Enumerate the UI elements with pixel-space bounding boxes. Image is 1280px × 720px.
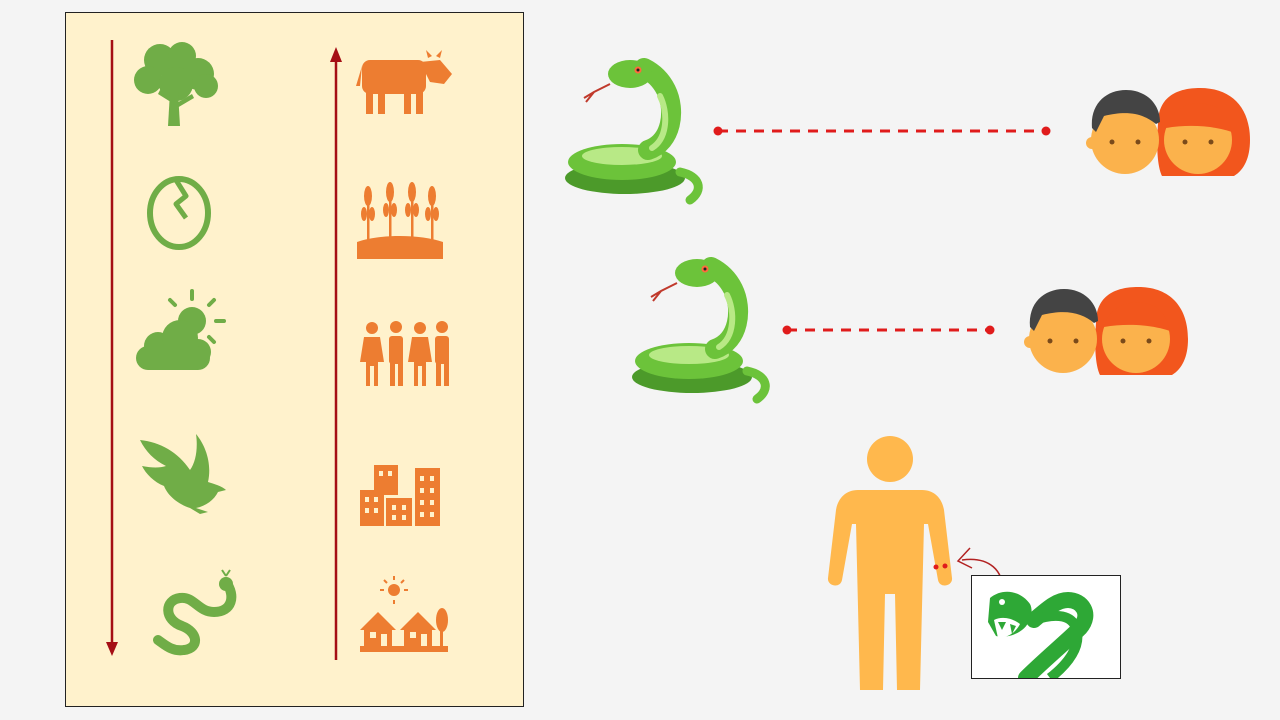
sun-cloud-icon: [136, 289, 226, 370]
village-houses-icon: [360, 576, 448, 652]
wheat-field-icon: [357, 182, 443, 259]
dashed-link: [713, 126, 1051, 136]
egg-icon: [147, 176, 211, 250]
human-arrow-up: [330, 47, 342, 660]
eagle-icon: [140, 434, 226, 514]
bite-marks: [933, 563, 948, 570]
couple-icon: [1024, 287, 1188, 375]
bite-inset-frame: [971, 575, 1121, 686]
striking-snake-icon: [988, 591, 1094, 686]
nature-arrow-down: [106, 40, 118, 656]
person-icon: [827, 436, 953, 690]
snake-emoji: [565, 58, 703, 205]
tree-icon: [134, 42, 218, 126]
snake-icon: [153, 569, 237, 656]
city-buildings-icon: [360, 465, 440, 526]
couple-icon: [1086, 88, 1250, 176]
dashed-link: [782, 325, 995, 335]
cow-icon: [356, 50, 452, 114]
people-group-icon: [360, 321, 449, 386]
snake-emoji: [632, 257, 770, 404]
